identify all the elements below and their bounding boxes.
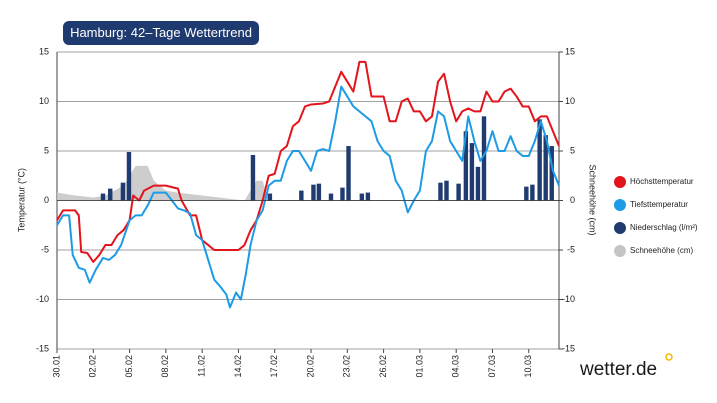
precip-bar (456, 183, 461, 201)
x-tick-label: 10.03 (523, 355, 533, 378)
y-tick-label: -15 (36, 343, 49, 353)
precip-bar (365, 192, 371, 201)
precip-bar (543, 135, 548, 201)
precip-bar (120, 182, 126, 201)
y2-tick-label: -15 (562, 343, 575, 353)
x-tick-label: 20.02 (305, 355, 315, 378)
legend-marker (614, 222, 626, 234)
legend-marker (614, 199, 626, 211)
precip-bar (299, 190, 304, 201)
precip-bar (537, 119, 542, 201)
y-tick-label: -5 (41, 244, 49, 254)
y-tick-label: -10 (36, 294, 49, 304)
legend-marker (614, 245, 626, 257)
snow-area (57, 165, 559, 201)
x-tick-label: 08.02 (160, 355, 170, 378)
precip-bar (463, 131, 469, 201)
precip-bar (346, 146, 351, 201)
y-tick-label: 10 (39, 96, 49, 106)
y-tick-label: 15 (39, 46, 49, 56)
precip-bar (481, 116, 487, 201)
y-tick-label: 5 (44, 145, 49, 155)
y2-tick-label: 0 (570, 195, 575, 205)
precip-bar (126, 151, 132, 201)
temp-line (56, 85, 560, 309)
precip-bar (267, 193, 273, 201)
x-tick-label: 02.02 (88, 355, 98, 378)
y2-tick-label: 15 (565, 46, 575, 56)
legend-label: Höchsttemperatur (630, 177, 694, 186)
temp-line (56, 60, 560, 263)
precip-bar (100, 193, 106, 201)
precip-bar (316, 183, 322, 201)
y2-axis-label: Schneehöhe (cm) (588, 164, 598, 235)
title-badge (63, 21, 259, 45)
x-tick-label: 07.03 (487, 355, 497, 378)
precip-bar (530, 184, 535, 201)
x-tick-label: 14.02 (233, 355, 243, 378)
precip-bar (359, 193, 365, 201)
precip-bar (549, 146, 554, 201)
x-tick-label: 17.02 (269, 355, 279, 378)
precip-bar (524, 186, 529, 201)
x-tick-label: 23.02 (342, 355, 352, 378)
x-tick-label: 11.02 (197, 355, 207, 377)
precip-bar (475, 166, 481, 201)
y2-tick-label: 5 (570, 145, 575, 155)
x-tick-label: 04.03 (451, 355, 461, 378)
logo-dot (665, 353, 673, 361)
precip-bar (340, 187, 345, 201)
precip-bar (328, 193, 334, 201)
x-tick-label: 05.02 (124, 355, 134, 378)
x-tick-label: 30.01 (51, 355, 61, 378)
legend-label: Niederschlag (l/m²) (630, 223, 698, 232)
y2-tick-label: -5 (567, 244, 575, 254)
precip-bar (444, 180, 449, 201)
legend-label: Schneehöhe (cm) (630, 246, 693, 255)
precip-bar (250, 154, 256, 201)
legend-marker (614, 176, 626, 188)
x-tick-label: 01.03 (414, 355, 424, 378)
chart-title: Hamburg: 42–Tage Wettertrend (70, 25, 252, 40)
precip-bar (469, 143, 475, 201)
legend-label: Tiefsttemperatur (630, 200, 688, 209)
y2-tick-label: 10 (565, 96, 575, 106)
brand-logo: wetter.de (579, 359, 657, 380)
x-tick-label: 26.02 (378, 355, 388, 378)
y-tick-label: 0 (44, 195, 49, 205)
precip-bar (438, 182, 443, 201)
y-axis-label: Temperatur (°C) (16, 168, 26, 232)
precip-bar (311, 184, 316, 201)
y2-tick-label: -10 (562, 294, 575, 304)
precip-bar (108, 188, 113, 201)
